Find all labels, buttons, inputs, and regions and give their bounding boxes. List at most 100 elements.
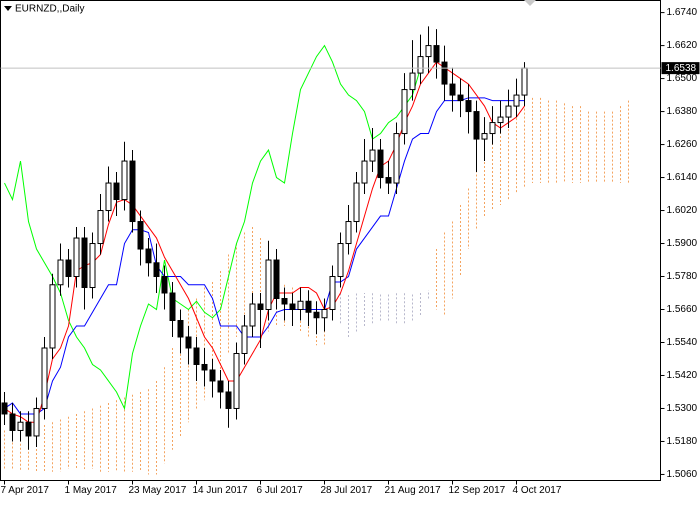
candle-body	[345, 221, 352, 245]
candle-body	[177, 320, 184, 338]
x-tick-label: 21 Aug 2017	[385, 485, 442, 496]
chart-title: EURNZD,,Daily	[15, 4, 84, 15]
candle-body	[281, 298, 288, 305]
candle-body	[49, 284, 56, 349]
candle-body	[193, 347, 200, 365]
kijun-line	[4, 97, 525, 415]
axes: 1.6740 1.6620 1.6500 1.6380 1.6260 1.6140 1.60…	[0, 7, 700, 496]
candle-body	[169, 292, 176, 322]
candle-body	[449, 83, 456, 96]
y-tick-label: 1.5300	[667, 403, 698, 414]
candle-body	[1, 402, 8, 415]
candle-body	[17, 421, 24, 431]
plot-frame	[0, 0, 661, 481]
candle-body	[297, 300, 304, 311]
y-tick-label: 1.6020	[667, 205, 698, 216]
candle-body	[481, 133, 488, 140]
candle-body	[305, 300, 312, 313]
candle-body	[9, 413, 16, 431]
candle-body	[353, 182, 360, 223]
candle-body	[409, 72, 416, 91]
candle-body	[57, 259, 64, 286]
candle-body	[89, 243, 96, 289]
y-tick-label: 1.6260	[667, 139, 698, 150]
candle-body	[377, 149, 384, 179]
candle-body	[209, 369, 216, 382]
y-tick-label: 1.6620	[667, 40, 698, 51]
y-tick-label: 1.5420	[667, 370, 698, 381]
y-tick-label: 1.5180	[667, 436, 698, 447]
candle-body	[337, 243, 344, 278]
candle-body	[129, 160, 136, 223]
y-tick-label: 1.6740	[667, 7, 698, 18]
y-tick-label: 1.5780	[667, 271, 698, 282]
candle-body	[233, 352, 240, 409]
y-tick-label: 1.6380	[667, 106, 698, 117]
y-tick-label: 1.5900	[667, 238, 698, 249]
candle-body	[81, 237, 88, 289]
price-label-box	[661, 62, 700, 75]
candle-body	[497, 116, 504, 124]
candle-body	[185, 336, 192, 349]
candle-body	[513, 94, 520, 107]
candle-body	[505, 105, 512, 118]
y-tick-label: 1.5540	[667, 337, 698, 348]
x-tick-label: 6 Jul 2017	[257, 485, 304, 496]
candle-body	[33, 407, 40, 437]
x-tick-label: 7 Apr 2017	[1, 485, 50, 496]
y-tick-label: 1.5060	[667, 469, 698, 480]
candle-body	[113, 182, 120, 201]
candle-body	[393, 133, 400, 184]
candle-body	[489, 122, 496, 135]
candle-body	[473, 111, 480, 140]
y-tick-label: 1.5660	[667, 304, 698, 315]
x-tick-label: 1 May 2017	[65, 485, 118, 496]
x-tick-label: 14 Jun 2017	[193, 485, 248, 496]
x-tick-label: 23 May 2017	[129, 485, 187, 496]
candle-body	[225, 391, 232, 409]
candle-body	[137, 221, 144, 250]
chikou-line	[4, 44, 421, 411]
candle-body	[385, 177, 392, 184]
title-icon	[4, 6, 12, 11]
candle-body	[433, 45, 440, 63]
candle-body	[97, 210, 104, 245]
candle-body	[121, 160, 128, 201]
candle-body	[457, 94, 464, 102]
candle-body	[321, 309, 328, 319]
candle-body	[441, 61, 448, 85]
candle-body	[361, 160, 368, 184]
candle-body	[521, 67, 528, 96]
x-tick-label: 12 Sep 2017	[449, 485, 506, 496]
y-tick-label: 1.6500	[667, 73, 698, 84]
candle-body	[273, 259, 280, 300]
candle-body	[257, 303, 264, 311]
shift-marker	[524, 0, 536, 6]
price-label: 1.6538	[666, 63, 697, 74]
candle-body	[369, 149, 376, 162]
candle-body	[201, 363, 208, 371]
candle-body	[145, 248, 152, 264]
candle-body	[105, 182, 112, 212]
candle-body	[425, 45, 432, 58]
candle-body	[65, 259, 72, 278]
candle-body	[249, 303, 256, 327]
candle-body	[329, 276, 336, 311]
candle-body	[417, 56, 424, 74]
candle-body	[289, 303, 296, 311]
candle-body	[241, 325, 248, 354]
candles	[1, 26, 528, 450]
x-tick-label: 4 Oct 2017	[513, 485, 562, 496]
candle-body	[161, 276, 168, 294]
candle-body	[25, 421, 32, 437]
candle-body	[153, 262, 160, 278]
x-tick-label: 28 Jul 2017	[321, 485, 373, 496]
candle-body	[41, 347, 48, 409]
candle-body	[217, 380, 224, 393]
candle-body	[465, 100, 472, 113]
y-tick-label: 1.6140	[667, 172, 698, 183]
candle-body	[73, 237, 80, 278]
candle-body	[265, 259, 272, 311]
